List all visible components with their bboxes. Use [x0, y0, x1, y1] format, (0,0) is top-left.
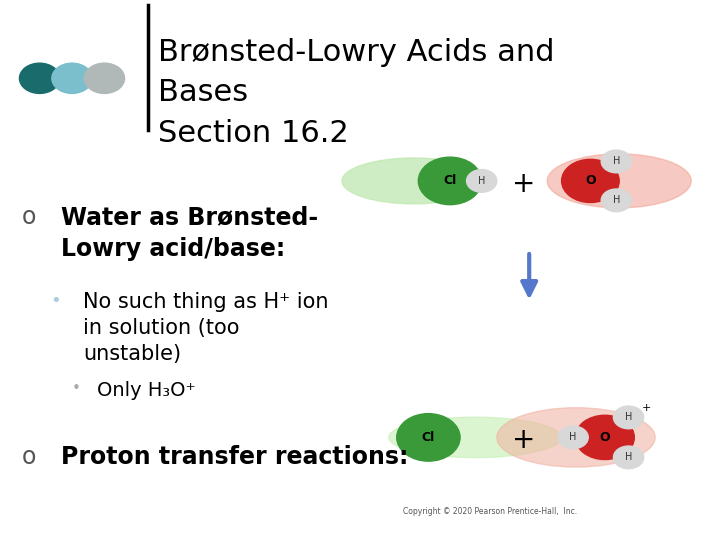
Text: Section 16.2: Section 16.2: [158, 119, 349, 148]
Text: H: H: [625, 413, 632, 422]
Ellipse shape: [342, 158, 486, 204]
Ellipse shape: [497, 408, 655, 467]
Text: Only H₃O⁺: Only H₃O⁺: [97, 381, 196, 400]
Text: H: H: [625, 453, 632, 462]
Circle shape: [562, 159, 619, 202]
Text: O: O: [585, 174, 595, 187]
Circle shape: [558, 426, 588, 449]
Ellipse shape: [389, 417, 562, 458]
Text: H: H: [478, 176, 485, 186]
Text: Water as Brønsted-
Lowry acid/base:: Water as Brønsted- Lowry acid/base:: [61, 205, 318, 261]
Text: H: H: [613, 157, 620, 166]
Text: Cl: Cl: [422, 431, 435, 444]
Text: Brønsted-Lowry Acids and: Brønsted-Lowry Acids and: [158, 38, 555, 67]
Circle shape: [467, 170, 497, 192]
Text: O: O: [600, 431, 610, 444]
Text: +: +: [513, 170, 536, 198]
Circle shape: [84, 63, 125, 93]
Circle shape: [52, 63, 92, 93]
Circle shape: [575, 415, 634, 460]
Circle shape: [418, 157, 482, 205]
Text: •: •: [50, 292, 61, 309]
Text: Copyright © 2020 Pearson Prentice-Hall,  Inc.: Copyright © 2020 Pearson Prentice-Hall, …: [402, 507, 577, 516]
Text: +: +: [513, 426, 536, 454]
Text: H: H: [613, 195, 620, 205]
Text: Proton transfer reactions:: Proton transfer reactions:: [61, 446, 408, 469]
Text: o: o: [22, 205, 36, 229]
Circle shape: [19, 63, 60, 93]
Text: No such thing as H⁺ ion
in solution (too
unstable): No such thing as H⁺ ion in solution (too…: [83, 292, 328, 364]
Text: +: +: [642, 403, 652, 413]
Text: •: •: [72, 381, 81, 396]
Text: Bases: Bases: [158, 78, 248, 107]
Circle shape: [397, 414, 460, 461]
Text: Cl: Cl: [444, 174, 456, 187]
Text: H: H: [570, 433, 577, 442]
Ellipse shape: [547, 154, 691, 208]
Circle shape: [601, 150, 631, 173]
Circle shape: [613, 406, 644, 429]
Circle shape: [613, 446, 644, 469]
Text: o: o: [22, 446, 36, 469]
Circle shape: [601, 189, 631, 212]
